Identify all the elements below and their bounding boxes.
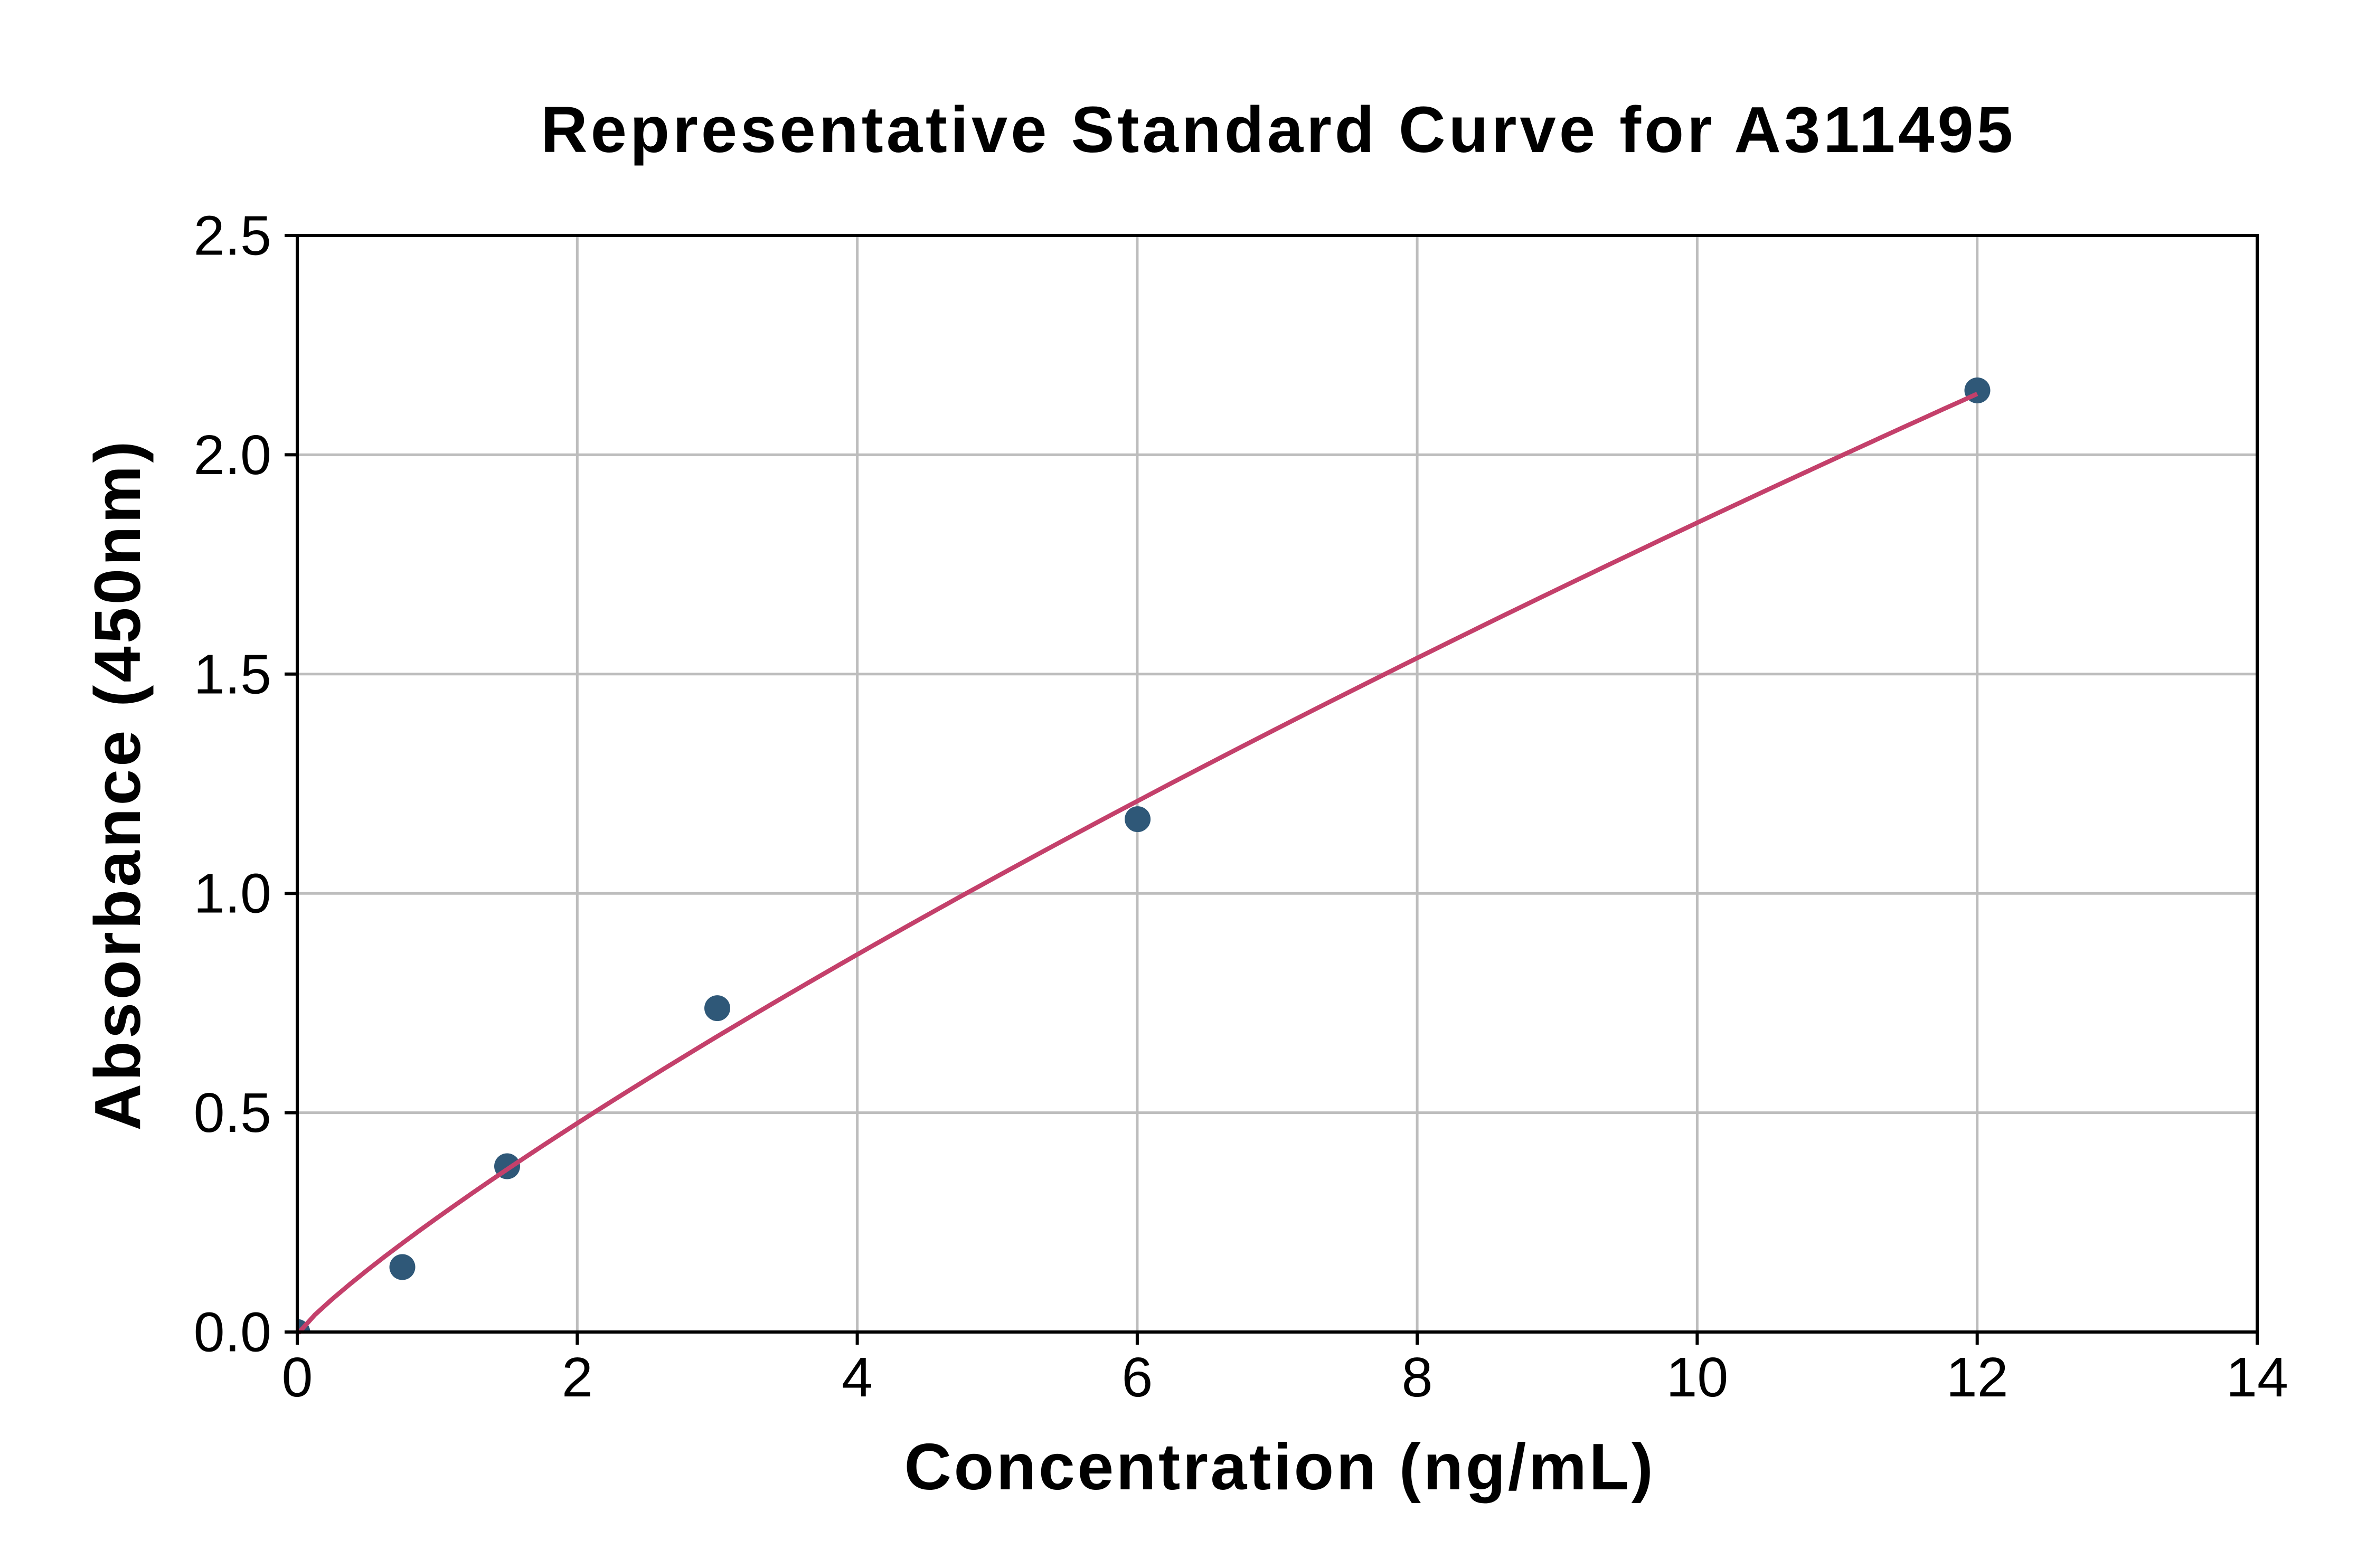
svg-text:2.0: 2.0 <box>194 424 271 486</box>
svg-text:Concentration (ng/mL): Concentration (ng/mL) <box>904 1431 1656 1504</box>
svg-text:2.5: 2.5 <box>194 205 271 267</box>
svg-text:0.0: 0.0 <box>194 1301 271 1364</box>
svg-text:6: 6 <box>1121 1346 1153 1409</box>
svg-text:1.0: 1.0 <box>194 863 271 925</box>
svg-text:2: 2 <box>562 1346 593 1409</box>
svg-text:12: 12 <box>1946 1346 2009 1409</box>
svg-text:14: 14 <box>2226 1346 2288 1409</box>
svg-text:8: 8 <box>1402 1346 1433 1409</box>
svg-text:10: 10 <box>1666 1346 1728 1409</box>
svg-text:Absorbance (450nm): Absorbance (450nm) <box>82 438 154 1130</box>
svg-text:4: 4 <box>842 1346 873 1409</box>
svg-text:1.5: 1.5 <box>194 643 271 705</box>
svg-text:0.5: 0.5 <box>194 1082 271 1144</box>
svg-text:0: 0 <box>282 1346 313 1409</box>
svg-text:Representative Standard Curve: Representative Standard Curve for A31149… <box>541 94 2016 166</box>
